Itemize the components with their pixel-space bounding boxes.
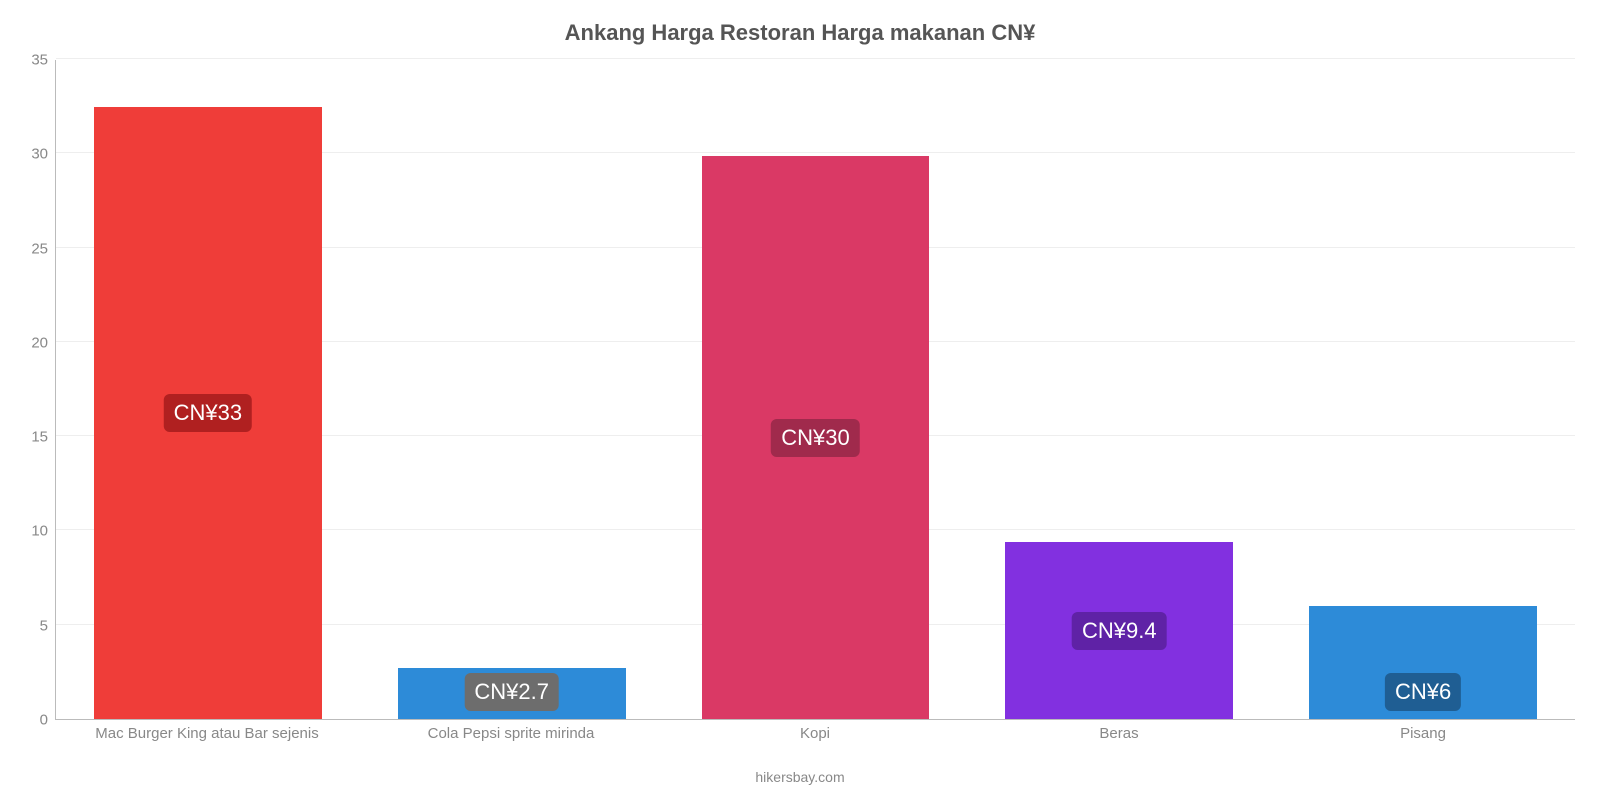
x-tick-label: Mac Burger King atau Bar sejenis [55,725,359,742]
bar: CN¥30 [702,156,930,719]
bar-slot: CN¥33 [56,60,360,719]
y-tick-label: 25 [8,240,48,257]
value-badge: CN¥2.7 [464,673,559,711]
chart-title: Ankang Harga Restoran Harga makanan CN¥ [0,20,1600,46]
bar: CN¥2.7 [398,668,626,719]
x-tick-label: Beras [967,725,1271,742]
y-tick-label: 30 [8,146,48,163]
x-tick-label: Cola Pepsi sprite mirinda [359,725,663,742]
y-tick-label: 35 [8,52,48,69]
x-axis-labels: Mac Burger King atau Bar sejenisCola Pep… [55,725,1575,742]
y-tick-label: 0 [8,712,48,729]
bar-slot: CN¥9.4 [967,60,1271,719]
chart-footer: hikersbay.com [0,769,1600,785]
y-tick-label: 15 [8,429,48,446]
gridline [56,58,1575,59]
value-badge: CN¥30 [771,419,859,457]
bar-slot: CN¥2.7 [360,60,664,719]
bar-slot: CN¥6 [1271,60,1575,719]
y-tick-label: 20 [8,334,48,351]
value-badge: CN¥9.4 [1072,612,1167,650]
bar: CN¥6 [1309,606,1537,719]
price-bar-chart: Ankang Harga Restoran Harga makanan CN¥ … [0,0,1600,800]
y-tick-label: 10 [8,523,48,540]
value-badge: CN¥6 [1385,673,1461,711]
bar: CN¥9.4 [1005,542,1233,719]
x-tick-label: Pisang [1271,725,1575,742]
x-tick-label: Kopi [663,725,967,742]
plot-area: CN¥33 CN¥2.7 CN¥30 CN¥9.4 CN¥6 [55,60,1575,720]
bars-group: CN¥33 CN¥2.7 CN¥30 CN¥9.4 CN¥6 [56,60,1575,719]
bar: CN¥33 [94,107,322,719]
bar-slot: CN¥30 [664,60,968,719]
value-badge: CN¥33 [164,394,252,432]
y-tick-label: 5 [8,617,48,634]
